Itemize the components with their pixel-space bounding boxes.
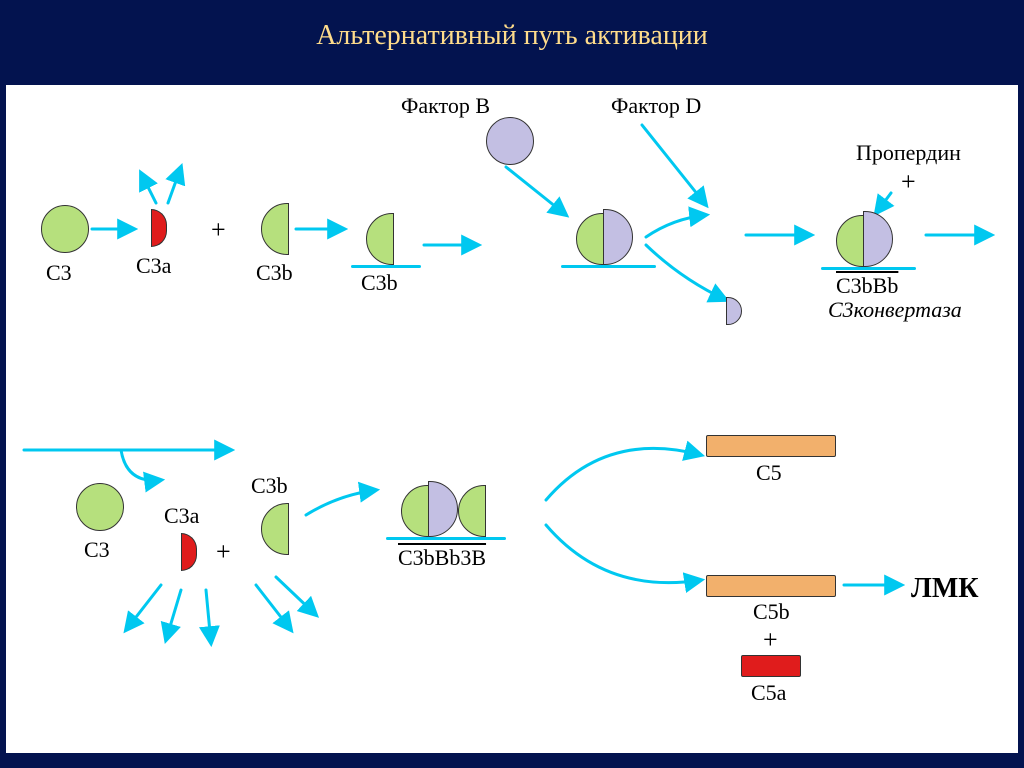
shape-conv_right <box>863 211 893 267</box>
shape-c3a_wedge <box>151 209 167 247</box>
label-c3b-surface: C3b <box>361 270 398 296</box>
plus-3: + <box>216 537 231 567</box>
label-c3: C3 <box>46 260 72 286</box>
plus-2: + <box>901 167 916 197</box>
surface-3 <box>386 537 506 540</box>
label-c3bBb: C3bВb <box>836 273 898 299</box>
label-c5a: C5a <box>751 680 786 706</box>
plus-1: + <box>211 215 226 245</box>
label-c3b-lower: C3b <box>251 473 288 499</box>
shape-c3b_on_surface <box>366 213 394 265</box>
shape-conv_left <box>836 215 864 267</box>
label-c3bBb3B: C3bВb3В <box>398 545 486 571</box>
label-c3-lower: C3 <box>84 537 110 563</box>
page-title: Альтернативный путь активации <box>0 20 1024 52</box>
shape-c3bB_left <box>576 213 604 265</box>
diagram-panel: C3 C3a + C3b C3b Фактор В Фактор D Пропе… <box>6 85 1018 753</box>
label-c3a: C3a <box>136 253 171 279</box>
surface-0 <box>351 265 421 268</box>
arrows-layer <box>6 85 1018 753</box>
label-properdin: Пропердин <box>856 140 961 166</box>
shape-c3b_half2 <box>261 503 289 555</box>
label-c3b: C3b <box>256 260 293 286</box>
shape-c5a_bar <box>741 655 801 677</box>
label-c3a-lower: C3a <box>164 503 199 529</box>
label-c5b: C5b <box>753 599 790 625</box>
shape-c3_circle <box>41 205 89 253</box>
shape-c5conv_3 <box>458 485 486 537</box>
label-c5: C5 <box>756 460 782 486</box>
shape-c5conv_2 <box>428 481 458 537</box>
shape-c3bB_right <box>603 209 633 265</box>
label-factor-b: Фактор В <box>401 93 490 119</box>
shape-c3a_wedge2 <box>181 533 197 571</box>
label-lmk: ЛМК <box>911 573 979 605</box>
shape-Bb_frag <box>726 297 742 325</box>
shape-factorB_circle <box>486 117 534 165</box>
shape-c3b_half <box>261 203 289 255</box>
shape-c5_bar <box>706 435 836 457</box>
surface-1 <box>561 265 656 268</box>
plus-4: + <box>763 625 778 655</box>
label-c3-convertase: C3конвертаза <box>828 297 962 323</box>
shape-c5b_bar <box>706 575 836 597</box>
shape-c3_circle2 <box>76 483 124 531</box>
surface-2 <box>821 267 916 270</box>
shape-c5conv_1 <box>401 485 429 537</box>
label-factor-d: Фактор D <box>611 93 701 119</box>
